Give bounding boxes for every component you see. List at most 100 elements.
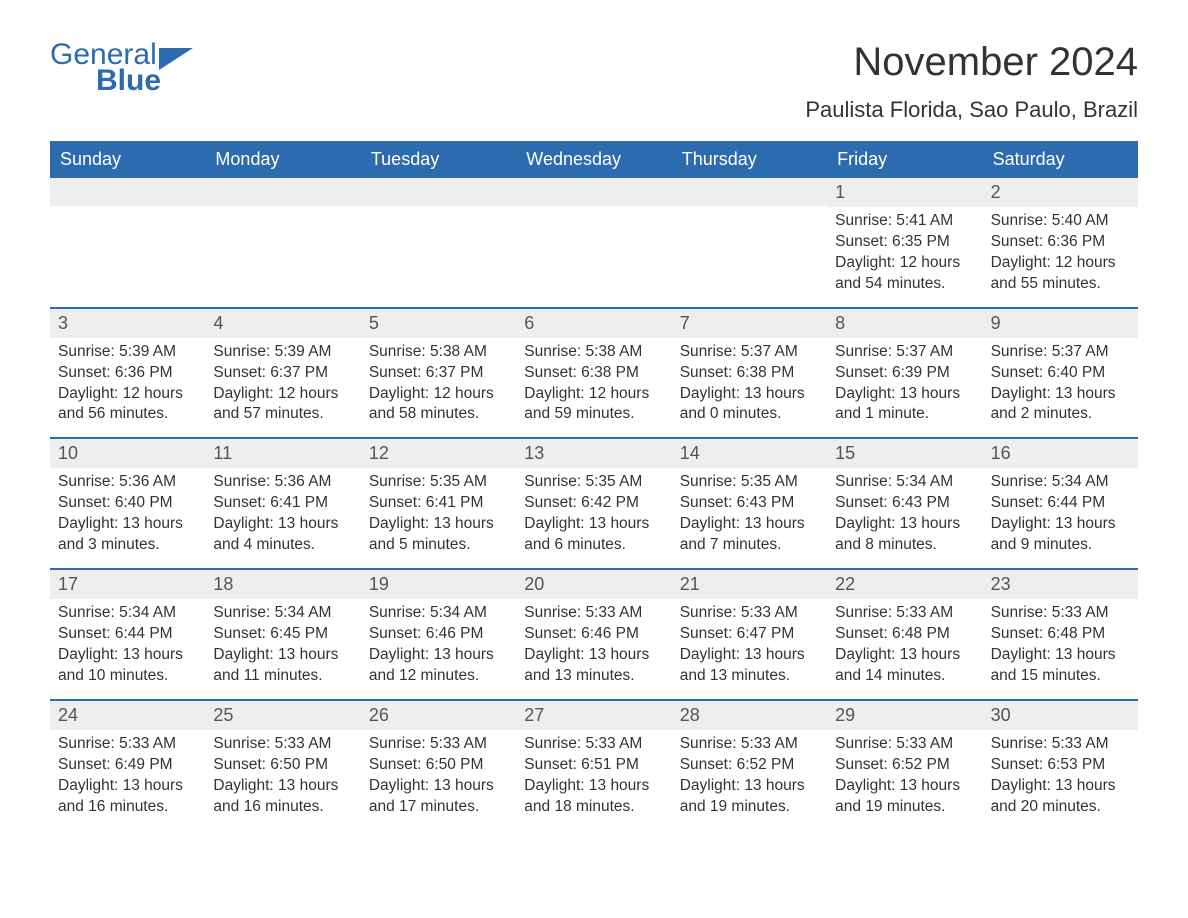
daylight-text: Daylight: 13 hours and 3 minutes.	[58, 514, 197, 556]
sunrise-text: Sunrise: 5:36 AM	[213, 472, 352, 493]
daylight-text: Daylight: 13 hours and 19 minutes.	[835, 776, 974, 818]
calendar: SundayMondayTuesdayWednesdayThursdayFrid…	[50, 141, 1138, 829]
day-cell: 30Sunrise: 5:33 AMSunset: 6:53 PMDayligh…	[983, 701, 1138, 830]
day-body: Sunrise: 5:33 AMSunset: 6:49 PMDaylight:…	[50, 730, 205, 830]
day-cell	[50, 178, 205, 307]
day-cell: 13Sunrise: 5:35 AMSunset: 6:42 PMDayligh…	[516, 439, 671, 568]
sunset-text: Sunset: 6:48 PM	[991, 624, 1130, 645]
day-number	[672, 178, 827, 206]
month-title: November 2024	[805, 40, 1138, 85]
dow-cell: Wednesday	[516, 141, 671, 178]
daylight-text: Daylight: 13 hours and 7 minutes.	[680, 514, 819, 556]
sunrise-text: Sunrise: 5:33 AM	[991, 603, 1130, 624]
day-body: Sunrise: 5:33 AMSunset: 6:46 PMDaylight:…	[516, 599, 671, 699]
day-number: 15	[827, 439, 982, 468]
sunset-text: Sunset: 6:41 PM	[213, 493, 352, 514]
weeks-container: 1Sunrise: 5:41 AMSunset: 6:35 PMDaylight…	[50, 178, 1138, 829]
day-cell: 28Sunrise: 5:33 AMSunset: 6:52 PMDayligh…	[672, 701, 827, 830]
day-body: Sunrise: 5:35 AMSunset: 6:41 PMDaylight:…	[361, 468, 516, 568]
day-number: 29	[827, 701, 982, 730]
day-cell: 24Sunrise: 5:33 AMSunset: 6:49 PMDayligh…	[50, 701, 205, 830]
day-cell: 19Sunrise: 5:34 AMSunset: 6:46 PMDayligh…	[361, 570, 516, 699]
day-number: 18	[205, 570, 360, 599]
day-number: 11	[205, 439, 360, 468]
sunrise-text: Sunrise: 5:33 AM	[524, 603, 663, 624]
daylight-text: Daylight: 13 hours and 2 minutes.	[991, 384, 1130, 426]
sunset-text: Sunset: 6:49 PM	[58, 755, 197, 776]
sunset-text: Sunset: 6:42 PM	[524, 493, 663, 514]
daylight-text: Daylight: 13 hours and 13 minutes.	[524, 645, 663, 687]
sunset-text: Sunset: 6:48 PM	[835, 624, 974, 645]
daylight-text: Daylight: 13 hours and 14 minutes.	[835, 645, 974, 687]
sunset-text: Sunset: 6:52 PM	[835, 755, 974, 776]
day-cell: 3Sunrise: 5:39 AMSunset: 6:36 PMDaylight…	[50, 309, 205, 438]
logo-text-2: Blue	[96, 66, 161, 96]
day-body: Sunrise: 5:41 AMSunset: 6:35 PMDaylight:…	[827, 207, 982, 307]
sunrise-text: Sunrise: 5:33 AM	[369, 734, 508, 755]
day-number	[50, 178, 205, 206]
sunrise-text: Sunrise: 5:41 AM	[835, 211, 974, 232]
day-number: 13	[516, 439, 671, 468]
sunrise-text: Sunrise: 5:40 AM	[991, 211, 1130, 232]
day-body: Sunrise: 5:33 AMSunset: 6:52 PMDaylight:…	[672, 730, 827, 830]
day-cell: 27Sunrise: 5:33 AMSunset: 6:51 PMDayligh…	[516, 701, 671, 830]
sunset-text: Sunset: 6:44 PM	[991, 493, 1130, 514]
daylight-text: Daylight: 13 hours and 9 minutes.	[991, 514, 1130, 556]
day-body: Sunrise: 5:33 AMSunset: 6:51 PMDaylight:…	[516, 730, 671, 830]
sunrise-text: Sunrise: 5:35 AM	[524, 472, 663, 493]
day-body: Sunrise: 5:34 AMSunset: 6:44 PMDaylight:…	[983, 468, 1138, 568]
logo-flag-icon	[159, 48, 193, 70]
day-body: Sunrise: 5:35 AMSunset: 6:42 PMDaylight:…	[516, 468, 671, 568]
sunrise-text: Sunrise: 5:33 AM	[213, 734, 352, 755]
day-number: 17	[50, 570, 205, 599]
sunrise-text: Sunrise: 5:39 AM	[58, 342, 197, 363]
sunset-text: Sunset: 6:39 PM	[835, 363, 974, 384]
sunset-text: Sunset: 6:40 PM	[58, 493, 197, 514]
sunset-text: Sunset: 6:36 PM	[991, 232, 1130, 253]
day-cell: 9Sunrise: 5:37 AMSunset: 6:40 PMDaylight…	[983, 309, 1138, 438]
day-number	[516, 178, 671, 206]
daylight-text: Daylight: 13 hours and 19 minutes.	[680, 776, 819, 818]
sunrise-text: Sunrise: 5:37 AM	[835, 342, 974, 363]
week-row: 3Sunrise: 5:39 AMSunset: 6:36 PMDaylight…	[50, 307, 1138, 438]
dow-cell: Thursday	[672, 141, 827, 178]
day-cell: 17Sunrise: 5:34 AMSunset: 6:44 PMDayligh…	[50, 570, 205, 699]
day-number: 20	[516, 570, 671, 599]
day-number: 3	[50, 309, 205, 338]
day-cell: 1Sunrise: 5:41 AMSunset: 6:35 PMDaylight…	[827, 178, 982, 307]
daylight-text: Daylight: 13 hours and 18 minutes.	[524, 776, 663, 818]
sunset-text: Sunset: 6:43 PM	[835, 493, 974, 514]
daylight-text: Daylight: 13 hours and 12 minutes.	[369, 645, 508, 687]
sunrise-text: Sunrise: 5:37 AM	[991, 342, 1130, 363]
day-cell	[516, 178, 671, 307]
day-number: 24	[50, 701, 205, 730]
day-cell: 6Sunrise: 5:38 AMSunset: 6:38 PMDaylight…	[516, 309, 671, 438]
page: General Blue November 2024 Paulista Flor…	[0, 0, 1188, 879]
sunrise-text: Sunrise: 5:38 AM	[524, 342, 663, 363]
day-cell: 4Sunrise: 5:39 AMSunset: 6:37 PMDaylight…	[205, 309, 360, 438]
sunset-text: Sunset: 6:45 PM	[213, 624, 352, 645]
day-cell	[361, 178, 516, 307]
sunset-text: Sunset: 6:35 PM	[835, 232, 974, 253]
day-number: 2	[983, 178, 1138, 207]
week-row: 1Sunrise: 5:41 AMSunset: 6:35 PMDaylight…	[50, 178, 1138, 307]
sunrise-text: Sunrise: 5:34 AM	[835, 472, 974, 493]
daylight-text: Daylight: 12 hours and 55 minutes.	[991, 253, 1130, 295]
day-body: Sunrise: 5:33 AMSunset: 6:47 PMDaylight:…	[672, 599, 827, 699]
sunset-text: Sunset: 6:43 PM	[680, 493, 819, 514]
day-number: 1	[827, 178, 982, 207]
day-number: 23	[983, 570, 1138, 599]
sunrise-text: Sunrise: 5:34 AM	[213, 603, 352, 624]
week-row: 24Sunrise: 5:33 AMSunset: 6:49 PMDayligh…	[50, 699, 1138, 830]
day-body: Sunrise: 5:33 AMSunset: 6:50 PMDaylight:…	[361, 730, 516, 830]
day-body: Sunrise: 5:39 AMSunset: 6:36 PMDaylight:…	[50, 338, 205, 438]
sunset-text: Sunset: 6:40 PM	[991, 363, 1130, 384]
sunset-text: Sunset: 6:53 PM	[991, 755, 1130, 776]
days-of-week-header: SundayMondayTuesdayWednesdayThursdayFrid…	[50, 141, 1138, 178]
day-number: 26	[361, 701, 516, 730]
day-number: 12	[361, 439, 516, 468]
sunset-text: Sunset: 6:38 PM	[524, 363, 663, 384]
daylight-text: Daylight: 12 hours and 56 minutes.	[58, 384, 197, 426]
day-cell: 7Sunrise: 5:37 AMSunset: 6:38 PMDaylight…	[672, 309, 827, 438]
day-cell	[205, 178, 360, 307]
